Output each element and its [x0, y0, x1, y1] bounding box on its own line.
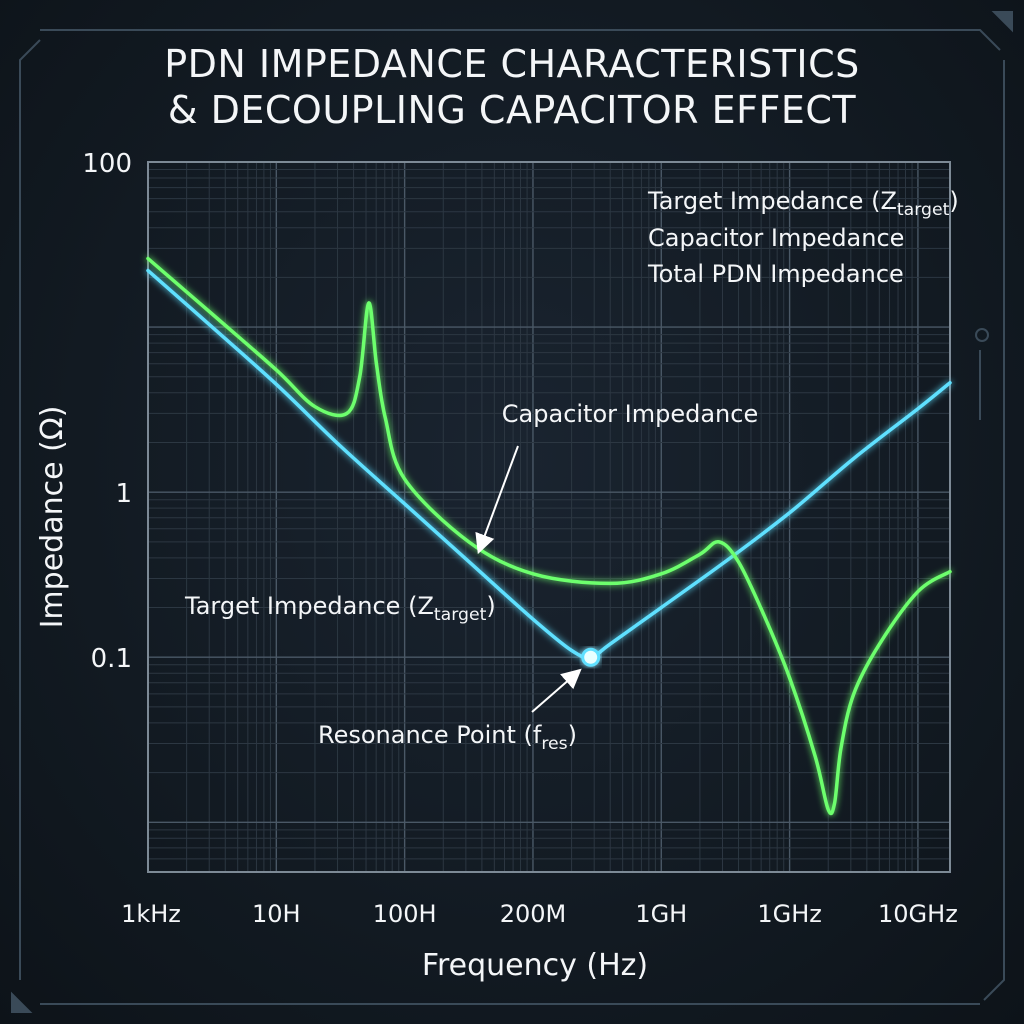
- x-tick-label-6: 10GHz: [878, 900, 958, 928]
- x-tick-label-3: 200M: [500, 900, 567, 928]
- annotation-target-impedance: Target Impedance (Ztarget): [184, 592, 496, 625]
- series-line-2: [146, 256, 952, 816]
- series-layer: [146, 256, 952, 816]
- x-tick-label-4: 1GH: [635, 900, 687, 928]
- resonance-point-marker: [581, 647, 601, 667]
- legend: Target Impedance (Ztarget) Capacitor Impe…: [568, 187, 959, 288]
- x-tick-label-1: 10H: [252, 900, 301, 928]
- y-tick-label-0: 100: [82, 149, 132, 179]
- legend-label-0: Target Impedance (Ztarget): [647, 187, 959, 220]
- frame-decoration: [11, 11, 1013, 1013]
- x-tick-label-5: 1GHz: [757, 900, 822, 928]
- annotation-arrow-resonance: [531, 668, 582, 713]
- annotation-resonance-point: Resonance Point (fres): [318, 721, 577, 754]
- chart-title-line-2: & DECOUPLING CAPACITOR EFFECT: [167, 88, 857, 132]
- series-line-1: [146, 268, 952, 660]
- annotation-capacitor-impedance: Capacitor Impedance: [502, 400, 758, 428]
- legend-label-2: Total PDN Impedance: [647, 260, 904, 288]
- x-tick-label-2: 100H: [373, 900, 437, 928]
- y-tick-label-2: 0.1: [91, 644, 132, 674]
- grid: [147, 161, 950, 873]
- annotations: Capacitor Impedance Target Impedance (Zta…: [184, 400, 758, 754]
- tick-labels: 100 1 0.1 1kHz 10H 100H 200M 1GH 1GHz 10GHz: [82, 149, 957, 928]
- annotation-arrow-capacitor: [475, 445, 519, 555]
- x-axis-label: Frequency (Hz): [422, 948, 648, 983]
- x-tick-label-0: 1kHz: [121, 900, 181, 928]
- y-tick-label-1: 1: [115, 479, 132, 509]
- y-axis-label: Impedance (Ω): [35, 406, 70, 629]
- legend-label-1: Capacitor Impedance: [648, 224, 904, 252]
- chart-title-line-1: PDN IMPEDANCE CHARACTERISTICS: [164, 42, 860, 86]
- plot-frame: [147, 161, 951, 873]
